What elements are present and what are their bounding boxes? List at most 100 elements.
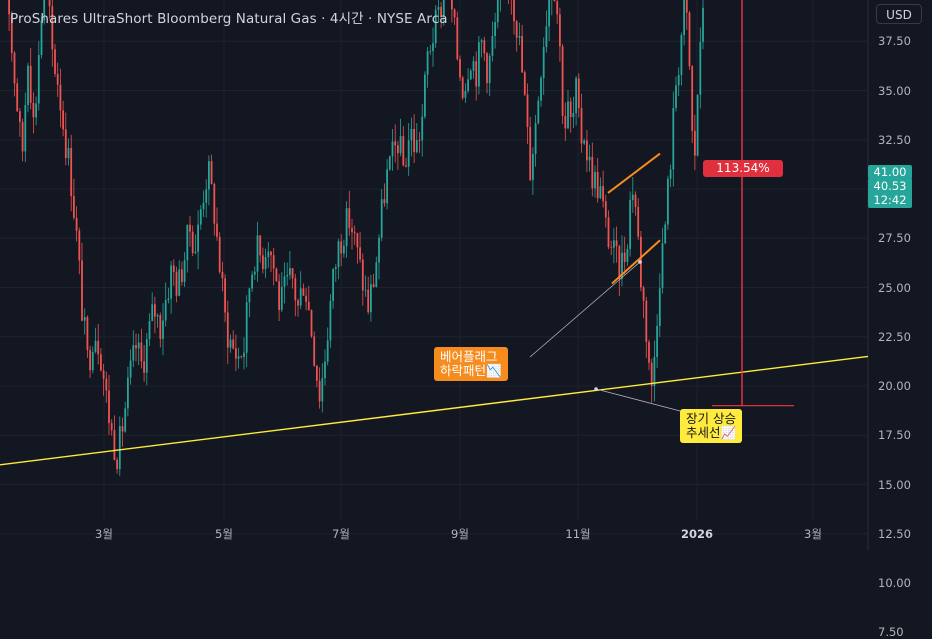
bear-flag-callout[interactable]: 베어플래그 하락패턴📉 bbox=[434, 347, 508, 381]
candle-body bbox=[297, 300, 299, 305]
candle-body bbox=[203, 203, 205, 209]
candle-body bbox=[238, 356, 240, 358]
candle-body bbox=[610, 247, 612, 248]
candle-body bbox=[130, 361, 132, 378]
candle-body bbox=[330, 301, 332, 340]
candle-body bbox=[632, 195, 634, 200]
currency-button[interactable]: USD bbox=[876, 4, 922, 24]
trendline-callout[interactable]: 장기 상승 추세선📈 bbox=[680, 409, 742, 443]
candle-body bbox=[281, 287, 283, 310]
x-tick-label: 7월 bbox=[332, 526, 350, 542]
candle-body bbox=[162, 320, 164, 338]
candle-body bbox=[648, 342, 650, 363]
candle-body bbox=[346, 208, 348, 246]
candle-body bbox=[165, 300, 167, 320]
candle-body bbox=[492, 36, 494, 56]
candle-body bbox=[389, 156, 391, 169]
candle-body bbox=[532, 154, 534, 180]
candle-body bbox=[546, 26, 548, 47]
candle-body bbox=[173, 265, 175, 271]
candle-body bbox=[311, 310, 313, 336]
candle-body bbox=[343, 246, 345, 254]
candle-body bbox=[567, 101, 569, 128]
y-tick-label: 12.50 bbox=[878, 527, 911, 541]
candle-body bbox=[154, 304, 156, 316]
candle-body bbox=[483, 40, 485, 53]
candle-body bbox=[57, 74, 59, 85]
candle-body bbox=[667, 179, 669, 225]
candle-body bbox=[540, 78, 542, 101]
candle-body bbox=[413, 129, 415, 152]
candle-body bbox=[235, 348, 237, 358]
chart-title[interactable]: ProShares UltraShort Bloomberg Natural G… bbox=[10, 7, 448, 27]
candle-body bbox=[635, 195, 637, 207]
candle-body bbox=[678, 75, 680, 85]
candle-body bbox=[230, 340, 232, 348]
candle-body bbox=[300, 288, 302, 305]
candle-body bbox=[38, 55, 40, 103]
candle-body bbox=[357, 233, 359, 247]
candle-body bbox=[691, 66, 693, 131]
y-tick-label: 10.00 bbox=[878, 576, 911, 590]
candle-body bbox=[305, 296, 307, 302]
candle-body bbox=[211, 161, 213, 184]
candle-body bbox=[651, 363, 653, 386]
candle-body bbox=[243, 353, 245, 357]
candle-body bbox=[105, 379, 107, 391]
candle-body bbox=[108, 391, 110, 424]
candle-body bbox=[200, 209, 202, 224]
candle-body bbox=[605, 201, 607, 217]
candle-body bbox=[462, 78, 464, 98]
candle-body bbox=[397, 145, 399, 153]
candle-body bbox=[348, 208, 350, 228]
y-tick-label: 27.50 bbox=[878, 231, 911, 245]
candle-body bbox=[65, 129, 67, 158]
candle-body bbox=[213, 184, 215, 224]
candle-body bbox=[276, 269, 278, 282]
trendline-line2: 추세선📈 bbox=[686, 426, 736, 440]
candle-body bbox=[411, 129, 413, 140]
candle-body bbox=[227, 312, 229, 347]
x-tick-label: 5월 bbox=[215, 526, 233, 542]
candle-body bbox=[416, 140, 418, 152]
candle-body bbox=[392, 141, 394, 156]
candle-body bbox=[473, 61, 475, 71]
x-tick-label: 11월 bbox=[565, 526, 590, 542]
candle-body bbox=[400, 136, 402, 153]
trendline-anchor bbox=[594, 387, 598, 391]
gain-percent-label[interactable]: 113.54% bbox=[703, 160, 783, 177]
y-tick-label: 22.50 bbox=[878, 330, 911, 344]
candle-body bbox=[594, 172, 596, 188]
candle-body bbox=[62, 110, 64, 129]
candle-body bbox=[135, 345, 137, 348]
candle-body bbox=[111, 423, 113, 430]
candle-body bbox=[516, 21, 518, 37]
candle-body bbox=[362, 259, 364, 290]
candle-body bbox=[292, 268, 294, 278]
candle-body bbox=[278, 281, 280, 310]
candle-body bbox=[591, 157, 593, 189]
candle-body bbox=[49, 0, 51, 6]
candle-body bbox=[54, 49, 56, 74]
bear-flag-pointer bbox=[530, 262, 640, 357]
candle-body bbox=[432, 43, 434, 51]
candle-body bbox=[675, 85, 677, 108]
candle-body bbox=[527, 95, 529, 127]
candle-body bbox=[170, 265, 172, 298]
candle-body bbox=[421, 117, 423, 141]
candle-body bbox=[618, 246, 620, 279]
candle-body bbox=[89, 350, 91, 370]
trendline-pointer bbox=[596, 389, 684, 412]
candle-body bbox=[340, 241, 342, 253]
candle-body bbox=[181, 269, 183, 282]
price-chart[interactable] bbox=[0, 0, 932, 550]
candle-body bbox=[581, 108, 583, 143]
candle-body bbox=[141, 343, 143, 362]
candle-body bbox=[16, 84, 18, 112]
candle-body bbox=[424, 75, 426, 117]
candle-body bbox=[265, 257, 267, 269]
candle-body bbox=[654, 357, 656, 386]
candle-body bbox=[24, 105, 26, 151]
y-tick-label: 35.00 bbox=[878, 84, 911, 98]
candle-body bbox=[232, 340, 234, 349]
